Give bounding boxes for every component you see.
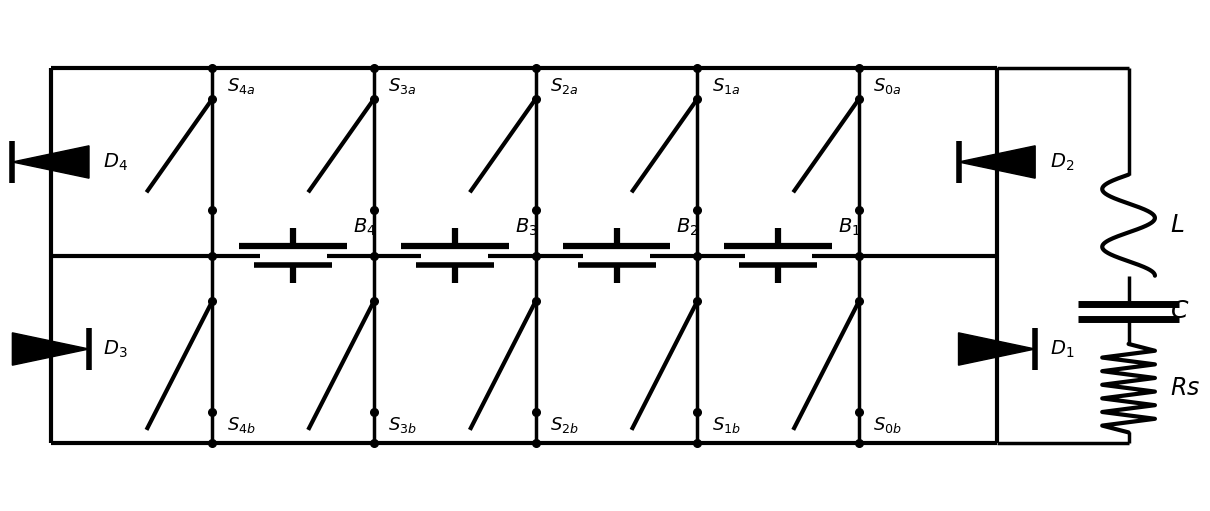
Text: $\mathbf{\mathit{S_{0a}}}$: $\mathbf{\mathit{S_{0a}}}$ bbox=[874, 76, 901, 96]
Text: $\mathbf{\mathit{S_{0b}}}$: $\mathbf{\mathit{S_{0b}}}$ bbox=[874, 415, 903, 435]
Text: $\mathbf{\mathit{S_{2b}}}$: $\mathbf{\mathit{S_{2b}}}$ bbox=[551, 415, 578, 435]
Text: $\mathbf{\mathit{S_{1a}}}$: $\mathbf{\mathit{S_{1a}}}$ bbox=[711, 76, 741, 96]
Text: $\mathbf{\mathit{B_1}}$: $\mathbf{\mathit{B_1}}$ bbox=[839, 217, 860, 238]
Polygon shape bbox=[958, 146, 1036, 178]
Text: $\mathbf{\mathit{B_4}}$: $\mathbf{\mathit{B_4}}$ bbox=[353, 217, 376, 238]
Polygon shape bbox=[12, 146, 90, 178]
Text: $\mathbf{\mathit{S_{3b}}}$: $\mathbf{\mathit{S_{3b}}}$ bbox=[388, 415, 417, 435]
Text: $\mathbf{\mathit{Rs}}$: $\mathbf{\mathit{Rs}}$ bbox=[1170, 376, 1200, 400]
Text: $\mathbf{\mathit{S_{3a}}}$: $\mathbf{\mathit{S_{3a}}}$ bbox=[388, 76, 416, 96]
Polygon shape bbox=[958, 333, 1036, 365]
Text: $\mathbf{\mathit{D_3}}$: $\mathbf{\mathit{D_3}}$ bbox=[103, 338, 128, 360]
Polygon shape bbox=[12, 333, 90, 365]
Text: $\mathbf{\mathit{S_{1b}}}$: $\mathbf{\mathit{S_{1b}}}$ bbox=[711, 415, 741, 435]
Text: $\mathbf{\mathit{L}}$: $\mathbf{\mathit{L}}$ bbox=[1170, 213, 1185, 237]
Text: $\mathbf{\mathit{D_1}}$: $\mathbf{\mathit{D_1}}$ bbox=[1049, 338, 1074, 360]
Text: $\mathbf{\mathit{B_3}}$: $\mathbf{\mathit{B_3}}$ bbox=[514, 217, 537, 238]
Text: $\mathbf{\mathit{S_{4a}}}$: $\mathbf{\mathit{S_{4a}}}$ bbox=[226, 76, 255, 96]
Text: $\mathbf{\mathit{C}}$: $\mathbf{\mathit{C}}$ bbox=[1170, 299, 1189, 323]
Text: $\mathbf{\mathit{S_{2a}}}$: $\mathbf{\mathit{S_{2a}}}$ bbox=[551, 76, 578, 96]
Text: $\mathbf{\mathit{D_2}}$: $\mathbf{\mathit{D_2}}$ bbox=[1049, 151, 1073, 173]
Text: $\mathbf{\mathit{D_4}}$: $\mathbf{\mathit{D_4}}$ bbox=[103, 151, 128, 173]
Text: $\mathbf{\mathit{B_2}}$: $\mathbf{\mathit{B_2}}$ bbox=[676, 217, 699, 238]
Text: $\mathbf{\mathit{S_{4b}}}$: $\mathbf{\mathit{S_{4b}}}$ bbox=[226, 415, 255, 435]
